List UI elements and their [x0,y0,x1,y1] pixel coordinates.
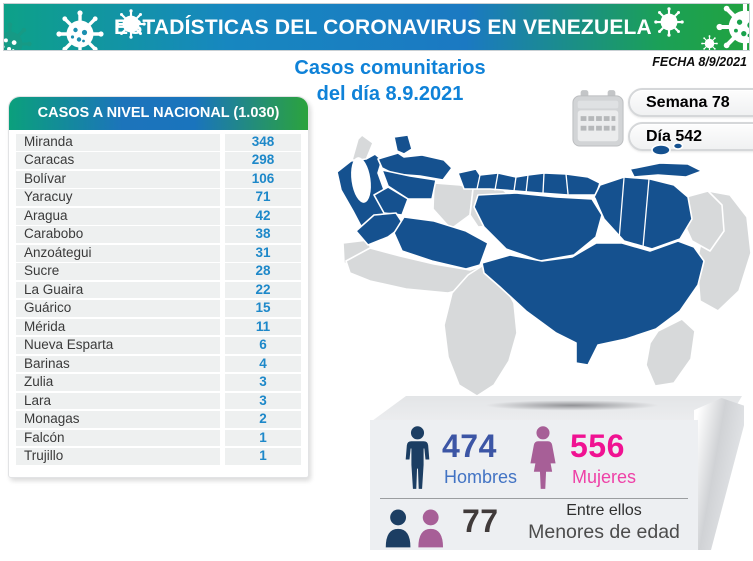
menores-count: 77 [462,503,499,539]
state-value: 3 [225,392,301,410]
state-value: 1 [225,429,301,447]
state-value: 348 [225,134,301,151]
state-name: La Guaira [16,281,220,299]
table-row: Lara 3 [16,392,301,410]
menores-line2: Menores de edad [528,521,680,543]
state-name: Aragua [16,207,220,225]
state-name: Caracas [16,152,220,170]
map-division-lines [476,172,650,248]
subtitle-line2: del día 8.9.2021 [316,83,464,105]
state-name: Miranda [16,134,220,151]
state-value: 6 [225,337,301,354]
table-row: Aragua 42 [16,207,301,225]
state-name: Trujillo [16,448,220,465]
map-highlighted-states [336,134,705,366]
state-name: Bolívar [16,170,220,188]
panel-page-curl [694,398,744,550]
cases-table: CASOS A NIVEL NACIONAL (1.030) Miranda 34… [8,96,309,478]
hombres-label: Hombres [444,467,518,487]
state-name: Monagas [16,411,220,428]
state-value: 31 [225,244,301,262]
children-icons [385,509,444,548]
mujeres-count: 556 [570,428,625,464]
state-value: 2 [225,411,301,428]
state-value: 1 [225,448,301,465]
state-name: Anzoátegui [16,244,220,262]
state-value: 38 [225,226,301,244]
semana-badge: Semana 78 [628,88,753,117]
panel-top-face [372,396,742,421]
cases-table-rows: Miranda 348 Caracas 298 Bolívar 106 Yaracuy… [9,130,308,465]
table-row: Sucre 28 [16,263,301,280]
state-name: Carabobo [16,226,220,244]
cases-table-header: CASOS A NIVEL NACIONAL (1.030) [9,97,308,130]
subtitle: Casos comunitarios del día 8.9.2021 [255,55,525,107]
virus-icon [56,10,104,51]
state-value: 106 [225,170,301,188]
table-row: Bolívar 106 [16,170,301,188]
table-row: Falcón 1 [16,429,301,447]
state-value: 71 [225,189,301,207]
hombres-count: 474 [442,428,497,464]
menores-line1: Entre ellos [566,502,642,519]
table-row: Trujillo 1 [16,448,301,465]
state-value: 28 [225,263,301,280]
virus-icon [3,22,32,51]
state-name: Yaracuy [16,189,220,207]
state-name: Mérida [16,318,220,336]
table-row: Monagas 2 [16,411,301,428]
state-value: 4 [225,355,301,373]
lake-maracaibo [351,157,371,203]
table-row: Zulia 3 [16,374,301,391]
female-icon [530,426,556,489]
table-row: Barinas 4 [16,355,301,373]
panel-divider [380,498,688,499]
state-name: Guárico [16,300,220,317]
table-row: Miranda 348 [16,134,301,151]
table-row: Caracas 298 [16,152,301,170]
table-row: La Guaira 22 [16,281,301,299]
subtitle-line1: Casos comunitarios [294,57,486,79]
table-row: Guárico 15 [16,300,301,317]
state-name: Sucre [16,263,220,280]
state-name: Lara [16,392,220,410]
venezuela-map [336,134,752,397]
calendar-icon [572,90,624,147]
mujeres-label: Mujeres [572,467,637,487]
title-bar: ESTADÍSTICAS DEL CORONAVIRUS EN VENEZUEL… [3,3,750,51]
state-value: 22 [225,281,301,299]
virus-icon [654,7,684,37]
state-value: 3 [225,374,301,391]
state-name: Nueva Esparta [16,337,220,354]
state-value: 42 [225,207,301,225]
page-title: ESTADÍSTICAS DEL CORONAVIRUS EN VENEZUEL… [114,16,652,39]
gender-panel: 474 Hombres 556 Mujeres 77 Entre ellos M… [370,420,698,550]
state-value: 298 [225,152,301,170]
state-value: 15 [225,300,301,317]
table-row: Carabobo 38 [16,226,301,244]
state-name: Falcón [16,429,220,447]
table-row: Anzoátegui 31 [16,244,301,262]
state-name: Zulia [16,374,220,391]
table-row: Nueva Esparta 6 [16,337,301,354]
table-row: Mérida 11 [16,318,301,336]
state-value: 11 [225,318,301,336]
fecha-label: FECHA 8/9/2021 [652,55,747,69]
menores-label: Entre ellos Menores de edad [516,502,692,544]
male-icon [405,426,430,489]
state-name: Barinas [16,355,220,373]
dia-badge: Día 542 [628,122,753,151]
virus-icon [716,3,750,51]
table-row: Yaracuy 71 [16,189,301,207]
